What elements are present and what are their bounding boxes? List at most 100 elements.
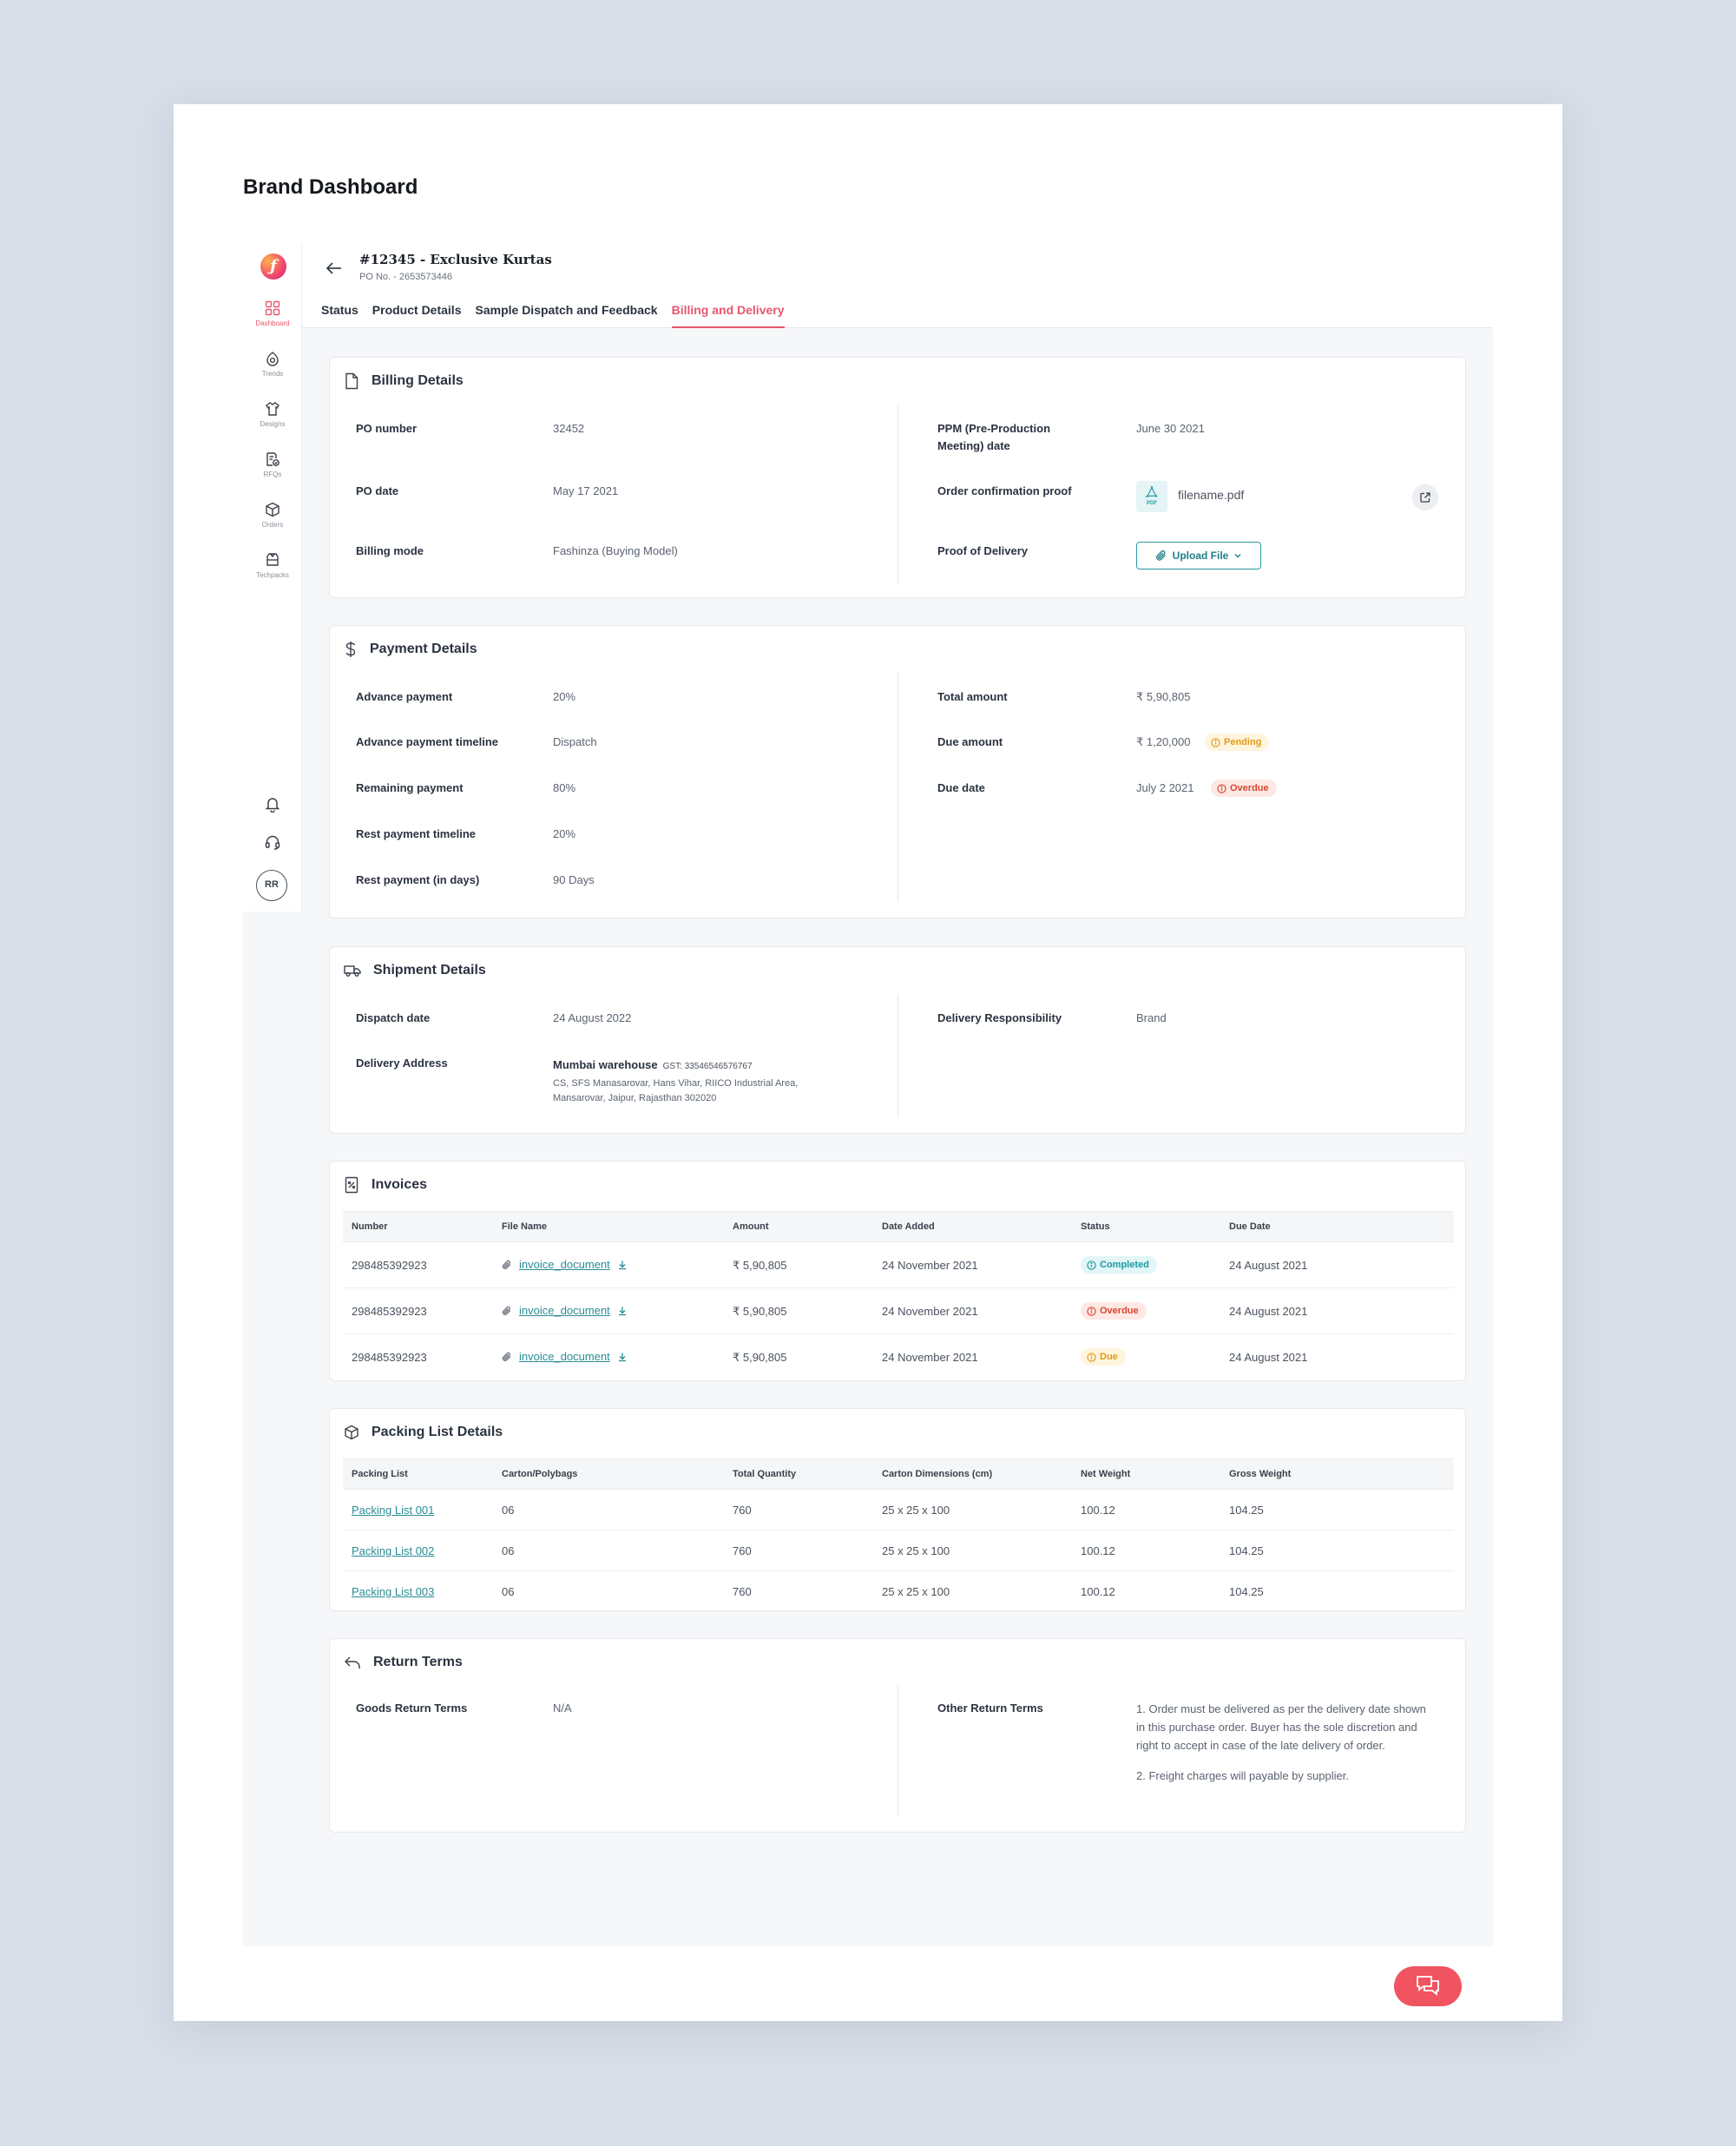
table-header: Packing List Carton/Polybags Total Quant… — [343, 1458, 1454, 1490]
sidebar-item-label: Dashboard — [255, 319, 290, 327]
download-icon[interactable] — [617, 1352, 628, 1362]
shipment-details-section: Shipment Details Dispatch date 24 August… — [329, 946, 1466, 1134]
box-icon — [345, 1425, 358, 1440]
chevron-down-icon — [1234, 554, 1241, 558]
warehouse-name-text: Mumbai warehouse — [553, 1058, 658, 1071]
sidebar-item-techpacks[interactable]: Techpacks — [243, 552, 302, 597]
upload-file-button[interactable]: Upload File — [1136, 542, 1261, 569]
sidebar: ƒ Dashboard Trends Designs — [243, 243, 302, 912]
address-line: Mansarovar, Jaipur, Rajasthan 302020 — [553, 1093, 717, 1103]
packing-list-link[interactable]: Packing List 002 — [352, 1544, 435, 1557]
invoice-amount: ₹ 5,90,805 — [733, 1305, 787, 1318]
column-header: Gross Weight — [1229, 1469, 1292, 1479]
invoice-number: 298485392923 — [352, 1259, 427, 1272]
page-heading: Brand Dashboard — [243, 175, 418, 199]
sidebar-item-designs[interactable]: Designs — [243, 401, 302, 446]
total-amount-label: Total amount — [937, 690, 1008, 703]
sidebar-item-label: Orders — [261, 521, 284, 529]
avatar[interactable]: RR — [256, 870, 287, 901]
po-date-value: May 17 2021 — [553, 484, 619, 497]
return-term: 2. Freight charges will payable by suppl… — [1136, 1769, 1349, 1782]
sidebar-item-rfqs[interactable]: RFQs — [243, 451, 302, 497]
back-button[interactable] — [325, 259, 344, 282]
notifications-button[interactable] — [243, 795, 302, 813]
dispatch-date-label: Dispatch date — [356, 1011, 431, 1024]
packing-list-link[interactable]: Packing List 003 — [352, 1585, 435, 1598]
sidebar-item-dashboard[interactable]: Dashboard — [243, 300, 302, 346]
sidebar-item-label: Techpacks — [256, 571, 289, 579]
ppm-label-line2: Meeting) date — [937, 439, 1010, 452]
chat-button[interactable] — [1394, 1966, 1462, 2006]
sidebar-item-trends[interactable]: Trends — [243, 351, 302, 396]
tab-status[interactable]: Status — [321, 303, 358, 317]
invoice-file-name[interactable]: invoice_document — [519, 1258, 610, 1271]
sidebar-item-orders[interactable]: Orders — [243, 502, 302, 547]
dimensions-value: 25 x 25 x 100 — [882, 1585, 950, 1598]
support-button[interactable] — [243, 833, 302, 851]
dimensions-value: 25 x 25 x 100 — [882, 1544, 950, 1557]
ppm-label-line1: PPM (Pre-Production — [937, 422, 1051, 435]
info-icon — [1087, 1260, 1096, 1270]
grid-icon — [265, 300, 280, 316]
download-icon[interactable] — [617, 1260, 628, 1270]
techpacks-icon — [266, 553, 279, 566]
paperclip-icon — [1155, 550, 1166, 561]
cartons-value: 06 — [502, 1544, 515, 1557]
column-header: Carton Dimensions (cm) — [882, 1469, 993, 1479]
tab-product-details[interactable]: Product Details — [372, 303, 462, 317]
info-icon — [1087, 1352, 1096, 1362]
dispatch-date-value: 24 August 2022 — [553, 1011, 632, 1024]
invoice-file-name[interactable]: invoice_document — [519, 1350, 610, 1363]
packing-list-section: Packing List Details Packing List Carton… — [329, 1408, 1466, 1611]
section-header: Invoices — [344, 1175, 427, 1195]
po-date-label: PO date — [356, 484, 399, 497]
rest-days-label: Rest payment (in days) — [356, 873, 480, 886]
order-proof-label: Order confirmation proof — [937, 484, 1072, 497]
due-amount-label: Due amount — [937, 735, 1003, 748]
download-icon[interactable] — [617, 1306, 628, 1316]
dimensions-value: 25 x 25 x 100 — [882, 1504, 950, 1517]
invoice-file-link[interactable]: invoice_document — [502, 1350, 628, 1363]
net-weight-value: 100.12 — [1081, 1585, 1115, 1598]
trends-icon — [266, 352, 279, 366]
open-file-button[interactable] — [1412, 484, 1438, 510]
billing-mode-value: Fashinza (Buying Model) — [553, 544, 678, 557]
sidebar-item-label: RFQs — [263, 471, 282, 478]
address-lines: CS, SFS Manasarovar, Hans Vihar, RIICO I… — [553, 1076, 839, 1106]
invoice-file-name[interactable]: invoice_document — [519, 1304, 610, 1317]
brand-logo[interactable]: ƒ — [260, 253, 286, 280]
document-icon — [345, 372, 358, 390]
net-weight-value: 100.12 — [1081, 1504, 1115, 1517]
billing-mode-label: Billing mode — [356, 544, 424, 557]
gross-weight-value: 104.25 — [1229, 1585, 1264, 1598]
table-row: 298485392923 invoice_document ₹ 5,90,805… — [343, 1288, 1454, 1334]
order-proof-file-name[interactable]: filename.pdf — [1178, 488, 1245, 502]
designs-icon — [266, 402, 279, 416]
advance-payment-label: Advance payment — [356, 690, 453, 703]
other-return-label: Other Return Terms — [937, 1702, 1043, 1715]
sidebar-item-label: Trends — [261, 370, 284, 378]
delivery-responsibility-label: Delivery Responsibility — [937, 1011, 1062, 1024]
billing-details-section: Billing Details PO number 32452 PO date … — [329, 357, 1466, 598]
arrow-left-icon — [326, 262, 341, 274]
status-badge-label: Completed — [1100, 1260, 1149, 1270]
section-title: Packing List Details — [372, 1425, 503, 1439]
invoice-file-link[interactable]: invoice_document — [502, 1258, 628, 1271]
tab-billing-delivery[interactable]: Billing and Delivery — [671, 297, 785, 328]
invoice-date-added: 24 November 2021 — [882, 1351, 978, 1364]
external-link-icon — [1420, 492, 1430, 503]
order-title: #12345 - Exclusive Kurtas — [359, 252, 552, 267]
status-badge-label: Overdue — [1100, 1306, 1139, 1316]
status-badge: Completed — [1081, 1256, 1157, 1274]
due-date-label: Due date — [937, 781, 985, 794]
pdf-file-icon: PDF — [1136, 481, 1167, 512]
rest-timeline-label: Rest payment timeline — [356, 827, 476, 840]
invoice-due-date: 24 August 2021 — [1229, 1305, 1308, 1318]
status-badge-label: Pending — [1224, 737, 1262, 747]
bell-icon — [265, 798, 280, 813]
section-title: Invoices — [372, 1177, 428, 1192]
tab-sample-dispatch[interactable]: Sample Dispatch and Feedback — [475, 303, 658, 317]
packing-list-link[interactable]: Packing List 001 — [352, 1504, 435, 1517]
dashboard-frame: Brand Dashboard ƒ Dashboard Trends — [174, 104, 1562, 2021]
invoice-file-link[interactable]: invoice_document — [502, 1304, 628, 1317]
